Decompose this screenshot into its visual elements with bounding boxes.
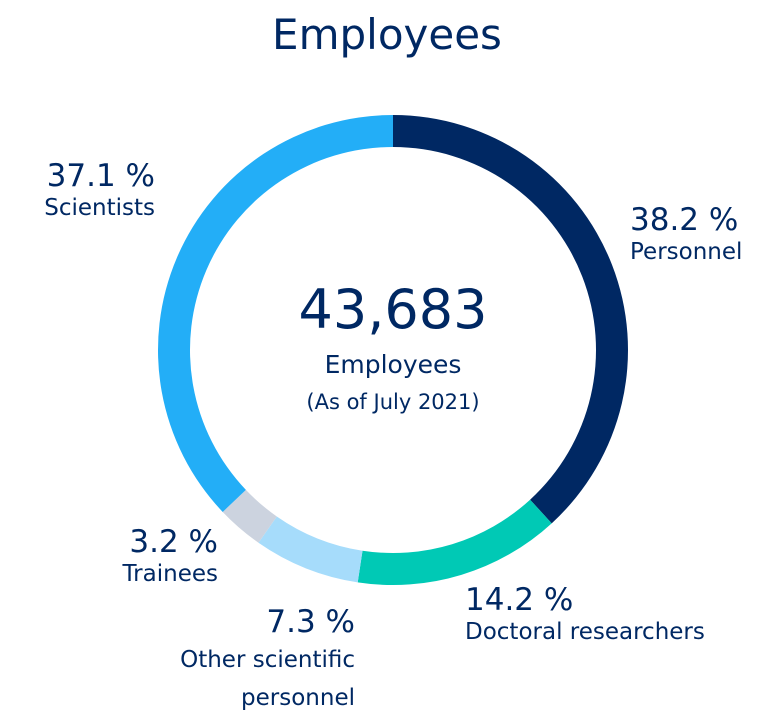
donut-segment — [157, 115, 393, 512]
slice-label: 7.3 % Other scientific personnel — [115, 604, 355, 717]
category-label: Other scientific personnel — [180, 647, 355, 712]
value-label: 7.3 % — [266, 604, 355, 640]
slice-label: 14.2 % Doctoral researchers — [465, 582, 765, 647]
value-label: 37.1 % — [46, 158, 155, 194]
slice-label: 37.1 % Scientists — [0, 158, 155, 223]
chart-title: Employees — [272, 10, 502, 59]
category-label: Doctoral researchers — [465, 619, 705, 646]
center-label: Employees — [324, 350, 462, 379]
value-label: 38.2 % — [630, 202, 739, 238]
category-label: Scientists — [44, 195, 155, 222]
slice-label: 38.2 % Personnel — [630, 202, 774, 267]
value-label: 14.2 % — [465, 582, 574, 618]
donut-segment — [393, 115, 628, 524]
category-label: Trainees — [122, 561, 218, 588]
center-note: (As of July 2021) — [306, 390, 480, 414]
value-label: 3.2 % — [129, 524, 218, 560]
donut-segment — [357, 499, 552, 585]
center-value: 43,683 — [298, 278, 488, 341]
slice-label: 3.2 % Trainees — [58, 524, 218, 589]
category-label: Personnel — [630, 239, 743, 266]
donut-segment — [258, 516, 363, 583]
donut-segment — [222, 489, 277, 543]
